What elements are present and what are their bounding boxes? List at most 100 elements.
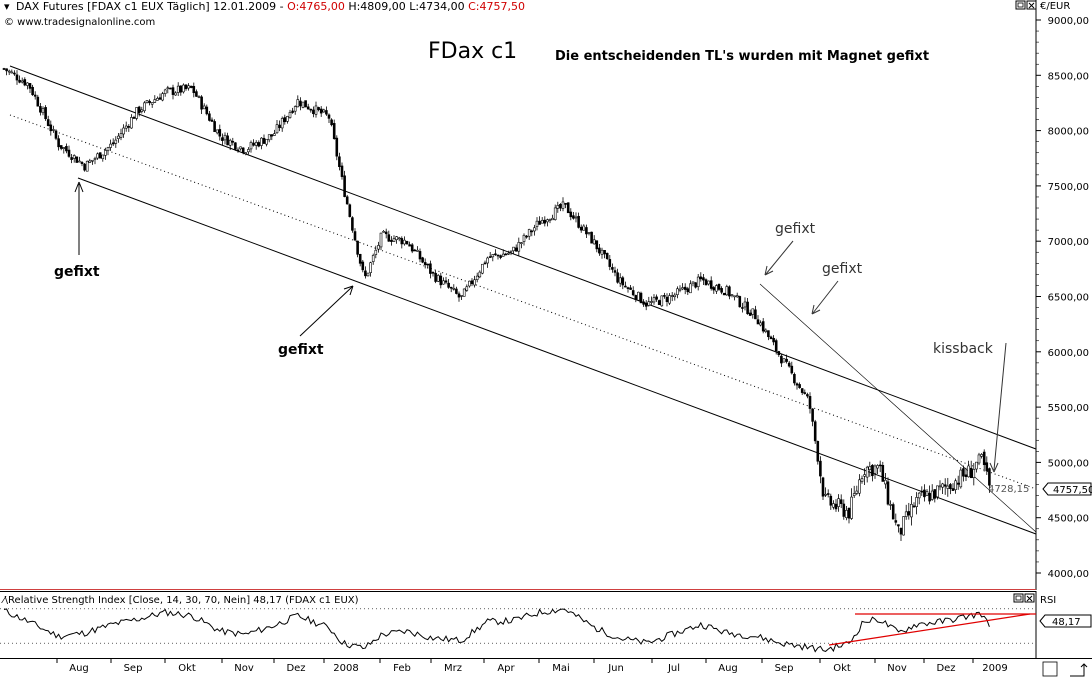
candle-body — [197, 96, 201, 98]
candle-body — [416, 249, 419, 252]
candle-body — [358, 253, 362, 264]
candle-body — [223, 134, 227, 141]
candle-body — [754, 309, 757, 320]
rsi-value-tag — [1039, 614, 1092, 628]
candle-body — [189, 85, 193, 88]
candle-body — [161, 93, 164, 101]
candle-body — [527, 229, 531, 237]
y-tick-label: 8000,00 — [1048, 127, 1089, 138]
hand-annotations: FDax c1 Die entscheidenden TL's wurden m… — [54, 39, 1007, 473]
candle-body — [351, 217, 354, 231]
candle-body — [665, 296, 669, 302]
candle-body — [488, 256, 492, 258]
candle-body — [335, 137, 339, 157]
candle-body — [241, 147, 245, 154]
y-tick-label: 8500,00 — [1048, 71, 1089, 82]
candle-body — [699, 276, 703, 280]
gefixt-label-3: gefixt — [775, 221, 816, 237]
candle-body — [325, 110, 328, 115]
candle-body — [405, 241, 409, 245]
arrow-head-icon — [811, 304, 821, 315]
candle-body — [590, 231, 593, 244]
candle-body — [387, 234, 391, 242]
candle-body — [7, 70, 11, 73]
candle-body — [951, 488, 955, 491]
candle-body — [761, 321, 765, 332]
candle-body — [109, 143, 112, 148]
corner-tools — [1042, 661, 1088, 677]
last-price-value: 4757,50 — [1053, 485, 1092, 496]
x-tick-label: 2009 — [982, 663, 1007, 674]
candle-body — [561, 201, 565, 209]
candle-body — [652, 297, 656, 303]
dropdown-icon[interactable]: ▾ — [4, 0, 10, 13]
candle-body — [330, 119, 333, 126]
candle-body — [969, 467, 973, 479]
x-tick-label: Dez — [936, 663, 955, 674]
candle-body — [130, 117, 133, 129]
candle-body — [972, 469, 976, 478]
candle-body — [491, 254, 495, 258]
candle-body — [163, 89, 167, 94]
candle-body — [826, 493, 830, 495]
candle-body — [260, 137, 263, 146]
zoom-toggle-button[interactable] — [1042, 661, 1058, 677]
candle-body — [470, 280, 474, 284]
candle-body — [847, 507, 851, 519]
rsi-restore-button[interactable] — [1013, 593, 1024, 603]
candle-body — [582, 225, 586, 231]
candle-body — [288, 112, 292, 118]
candle-body — [431, 271, 435, 274]
candle-body — [439, 275, 443, 286]
candle-body — [982, 451, 986, 466]
candle-body — [59, 145, 63, 149]
candle-body — [928, 492, 931, 502]
candle-body — [210, 119, 214, 122]
candle-body — [254, 142, 258, 146]
chart-title: FDax c1 — [428, 39, 517, 64]
restore-button[interactable] — [1015, 0, 1026, 10]
candle-body — [481, 263, 484, 274]
channel-level-label: 4728,15 — [988, 484, 1029, 495]
candle-body — [478, 271, 482, 278]
candle-body — [299, 100, 302, 107]
price-y-axis: 9000,00 8500,00 8000,00 7500,00 7000,00 6500,… — [1036, 16, 1089, 580]
candle-body — [127, 126, 131, 128]
candle-body — [397, 237, 401, 240]
candle-body — [663, 295, 666, 297]
candle-body — [842, 503, 846, 517]
candle-body — [832, 503, 835, 508]
candle-body — [910, 503, 913, 518]
candle-body — [2, 68, 6, 70]
candle-body — [829, 495, 833, 506]
arrow-head-icon — [343, 285, 354, 296]
candle-body — [452, 287, 456, 290]
candle-body — [31, 86, 34, 96]
rsi-last-value: 48,17 — [1052, 617, 1081, 628]
candle-body — [564, 203, 567, 205]
candle-body — [595, 240, 599, 250]
candle-body — [774, 340, 778, 352]
candle-body — [70, 157, 73, 160]
candle-body — [712, 287, 716, 291]
rsi-restore-icon — [1015, 595, 1022, 601]
y-tick-label: 4500,00 — [1048, 514, 1089, 525]
candle-body — [813, 421, 817, 442]
y-tick-label: 6500,00 — [1048, 293, 1089, 304]
candle-body — [275, 124, 279, 134]
candle-body — [553, 207, 557, 220]
candle-body — [920, 490, 924, 493]
candle-body — [213, 121, 216, 132]
candle-body — [176, 85, 180, 93]
candle-body — [507, 252, 510, 255]
candle-body — [421, 257, 424, 263]
expand-arrow-icon[interactable] — [1070, 663, 1088, 677]
candle-body — [306, 106, 310, 110]
candle-body — [221, 137, 224, 141]
candle-body — [943, 484, 947, 487]
header-close: C:4757,50 — [468, 0, 525, 13]
candle-body — [673, 294, 677, 298]
candle-body — [574, 216, 578, 219]
candle-body — [639, 292, 643, 304]
candle-body — [743, 301, 747, 308]
